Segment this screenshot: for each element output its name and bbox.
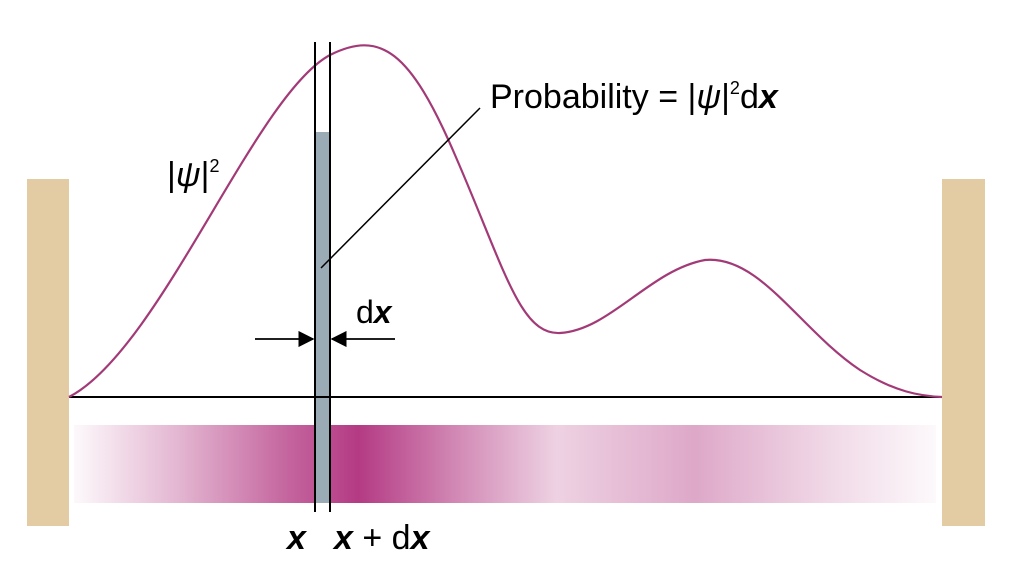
psi-bar-left: | — [167, 156, 176, 194]
probability-density-band — [74, 425, 936, 503]
probability-psi: ψ — [696, 78, 721, 116]
dx-x: x — [372, 294, 393, 330]
x-plus-dx-x2: x — [409, 519, 432, 557]
probability-x: x — [757, 78, 780, 116]
x-plus-dx-label: x + dx — [332, 519, 432, 557]
dx-label: dx — [356, 294, 393, 330]
right-wall — [942, 179, 985, 526]
probability-label: Probability = |ψ|2dx — [490, 78, 780, 116]
psi-symbol: ψ — [176, 156, 201, 194]
x-plus-dx-plus: + d — [353, 519, 411, 557]
psi-squared-label: |ψ|2 — [167, 156, 219, 194]
probability-bar: | — [721, 78, 730, 116]
x-plus-dx-x: x — [332, 519, 355, 557]
left-wall — [27, 179, 69, 526]
probability-exponent: 2 — [730, 78, 740, 98]
psi-squared-curve — [68, 44, 943, 399]
psi-bar-right: | — [201, 156, 210, 194]
x-label: x — [285, 519, 308, 557]
dx-d: d — [356, 294, 374, 330]
probability-strip — [315, 132, 330, 503]
psi-exponent: 2 — [209, 156, 219, 176]
probability-leader-line — [320, 107, 481, 269]
probability-prefix: Probability = | — [490, 78, 696, 116]
probability-d: d — [740, 78, 759, 116]
